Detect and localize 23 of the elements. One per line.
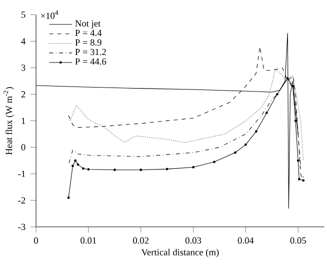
y-tick-label: 0 — [21, 144, 26, 151]
x-tick-label: 0 — [34, 237, 38, 244]
x-tick-label: 0.04 — [238, 237, 254, 244]
y-tick-label: -1 — [18, 170, 26, 178]
y-tick-label: 4 — [21, 38, 26, 44]
x-axis-title: Vertical distance (m) — [141, 249, 219, 258]
x-tick-label: 0.03 — [185, 237, 202, 244]
y-tick-label: 5 — [22, 12, 26, 18]
y-axis-title: Heat flux (W m$^{-2}$) — [4, 87, 14, 155]
legend-label: P = 4.4 — [75, 30, 102, 36]
x-tick-label: 0.02 — [133, 237, 149, 244]
y-tick-label: 2 — [21, 91, 26, 98]
annotation: ×10$^{4}$ — [41, 10, 58, 20]
y-tick-label: -2 — [18, 197, 26, 204]
x-tick-label: 0.01 — [80, 237, 96, 244]
legend-label: P = 44.6 — [75, 58, 106, 65]
legend-label: P = 31.2 — [75, 49, 106, 56]
legend-label: Not jet — [75, 20, 101, 29]
legend-label: P = 8.9 — [75, 39, 102, 46]
y-tick-label: 3 — [21, 64, 26, 72]
x-tick-label: 0.05 — [290, 237, 306, 244]
y-tick-label: 1 — [22, 118, 26, 124]
y-tick-label: -3 — [18, 224, 26, 230]
